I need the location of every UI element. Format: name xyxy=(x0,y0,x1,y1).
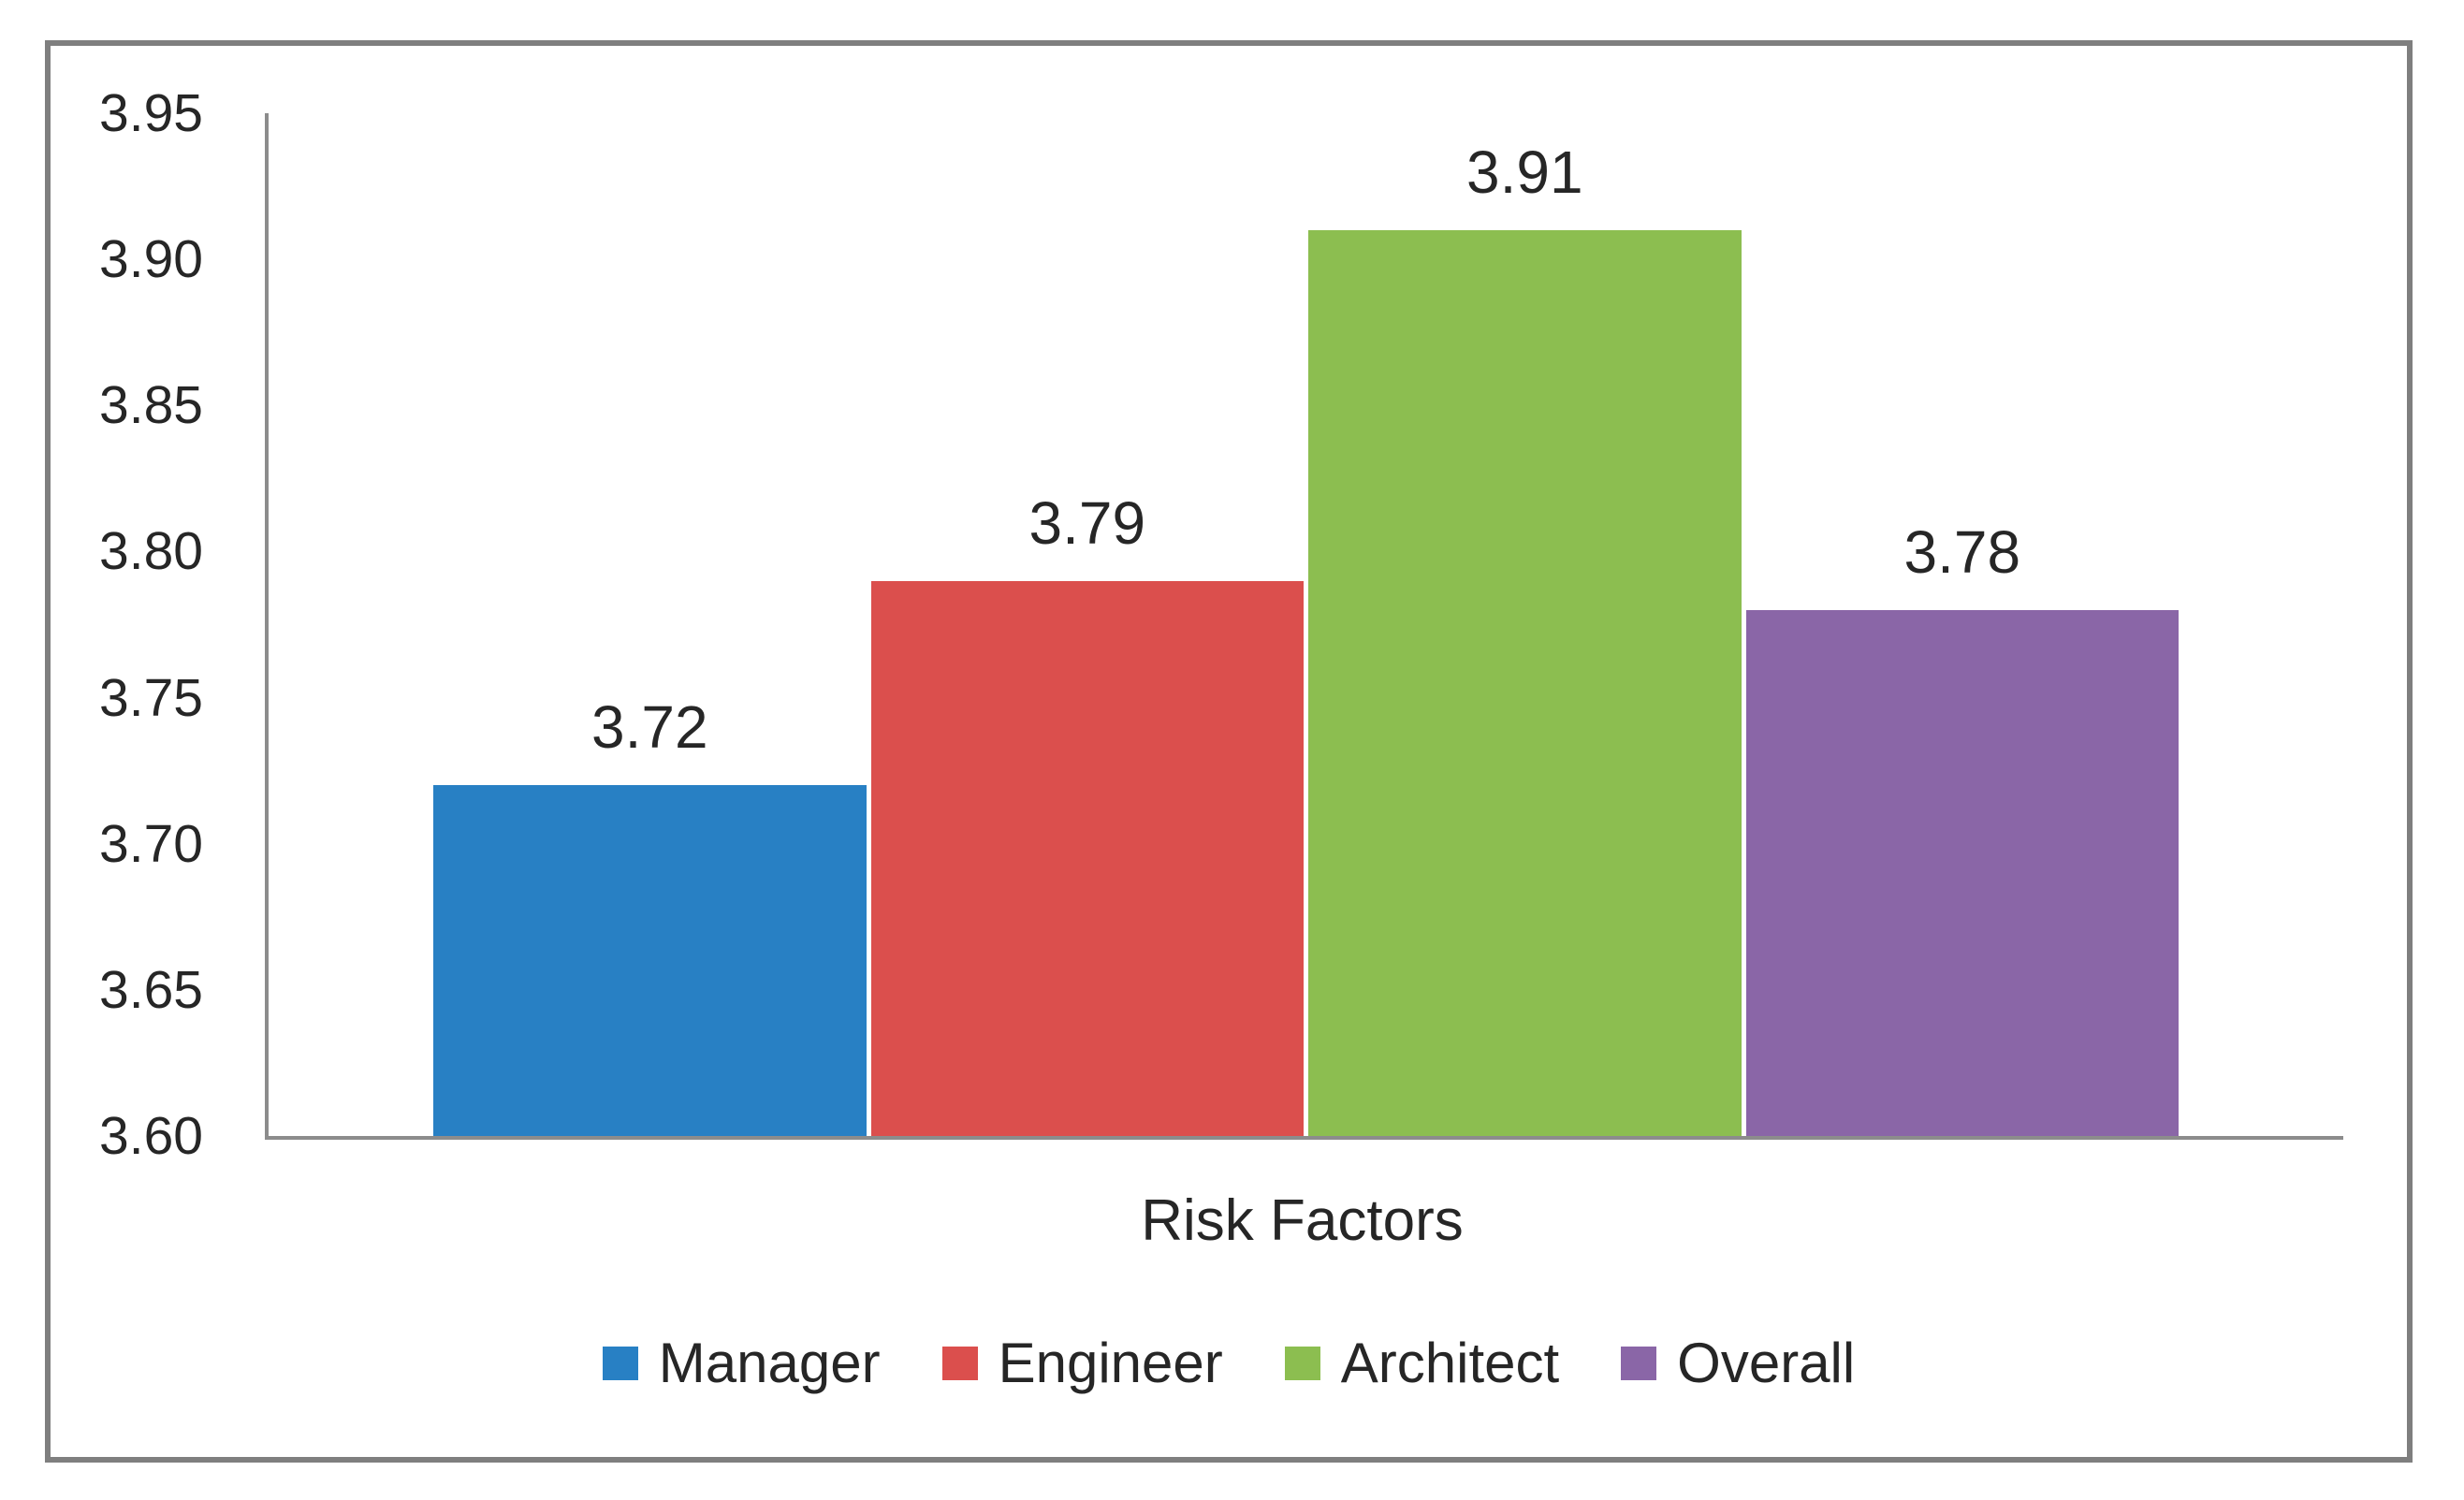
data-label-overall: 3.78 xyxy=(1903,517,2021,586)
legend-swatch-icon xyxy=(941,1347,978,1380)
bar-engineer xyxy=(870,580,1304,1136)
legend: Manager Engineer Architect Overall xyxy=(51,1329,2407,1398)
legend-item-architect: Architect xyxy=(1284,1331,1560,1396)
legend-label: Overall xyxy=(1677,1332,1856,1394)
legend-label: Architect xyxy=(1340,1332,1560,1394)
y-tick-label: 3.95 xyxy=(99,83,203,143)
y-tick-label: 3.65 xyxy=(99,959,203,1020)
bar-manager xyxy=(433,785,867,1136)
y-tick-label: 3.85 xyxy=(99,375,203,436)
bar-architect xyxy=(1308,229,1742,1136)
y-tick-label: 3.75 xyxy=(99,667,203,728)
legend-label: Engineer xyxy=(998,1332,1223,1394)
y-tick-label: 3.80 xyxy=(99,521,203,582)
legend-item-overall: Overall xyxy=(1621,1331,1855,1396)
legend-swatch-icon xyxy=(1284,1347,1320,1380)
legend-item-engineer: Engineer xyxy=(941,1331,1223,1396)
legend-swatch-icon xyxy=(602,1347,638,1380)
bar-overall xyxy=(1745,609,2179,1136)
y-tick-label: 3.60 xyxy=(99,1106,203,1166)
plot-area: 3.72 3.79 3.91 3.78 xyxy=(265,113,2343,1140)
chart-frame: 3.72 3.79 3.91 3.78 3.95 3.90 3.85 3.80 3.75 3.7… xyxy=(45,40,2413,1463)
y-tick-label: 3.70 xyxy=(99,813,203,874)
data-label-architect: 3.91 xyxy=(1465,138,1583,206)
data-label-manager: 3.72 xyxy=(590,693,708,762)
data-label-engineer: 3.79 xyxy=(1028,488,1146,557)
legend-swatch-icon xyxy=(1621,1347,1657,1380)
x-axis-title: Risk Factors xyxy=(1141,1188,1464,1253)
legend-label: Manager xyxy=(658,1332,881,1394)
y-tick-label: 3.90 xyxy=(99,229,203,290)
legend-item-manager: Manager xyxy=(602,1331,881,1396)
